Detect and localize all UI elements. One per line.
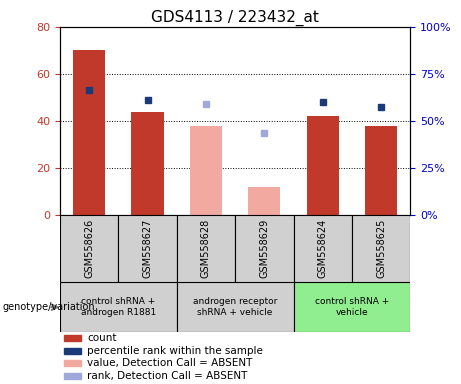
Bar — [248, 187, 280, 215]
Bar — [64, 373, 82, 379]
Text: androgen receptor
shRNA + vehicle: androgen receptor shRNA + vehicle — [193, 298, 278, 317]
Bar — [365, 126, 397, 215]
Text: GSM558628: GSM558628 — [201, 219, 211, 278]
Text: genotype/variation: genotype/variation — [2, 302, 95, 312]
Bar — [64, 360, 82, 366]
Bar — [294, 282, 410, 332]
Text: GSM558625: GSM558625 — [376, 219, 386, 278]
Bar — [64, 348, 82, 354]
Bar — [73, 50, 105, 215]
Text: count: count — [88, 333, 117, 343]
Bar — [294, 215, 352, 282]
Text: GSM558626: GSM558626 — [84, 219, 94, 278]
Bar — [177, 282, 294, 332]
Text: control shRNA +
vehicle: control shRNA + vehicle — [315, 298, 389, 317]
Bar — [64, 335, 82, 341]
Bar — [177, 215, 235, 282]
Text: percentile rank within the sample: percentile rank within the sample — [88, 346, 263, 356]
Bar — [60, 282, 177, 332]
Bar — [60, 215, 118, 282]
Text: rank, Detection Call = ABSENT: rank, Detection Call = ABSENT — [88, 371, 248, 381]
Bar — [352, 215, 410, 282]
Bar — [190, 126, 222, 215]
Bar — [307, 116, 339, 215]
Text: GSM558624: GSM558624 — [318, 219, 328, 278]
Bar — [118, 215, 177, 282]
Bar — [235, 215, 294, 282]
Title: GDS4113 / 223432_at: GDS4113 / 223432_at — [151, 9, 319, 25]
Text: value, Detection Call = ABSENT: value, Detection Call = ABSENT — [88, 358, 253, 368]
Text: GSM558627: GSM558627 — [142, 219, 153, 278]
Text: control shRNA +
androgen R1881: control shRNA + androgen R1881 — [81, 298, 156, 317]
Bar — [131, 112, 164, 215]
Text: GSM558629: GSM558629 — [259, 219, 269, 278]
